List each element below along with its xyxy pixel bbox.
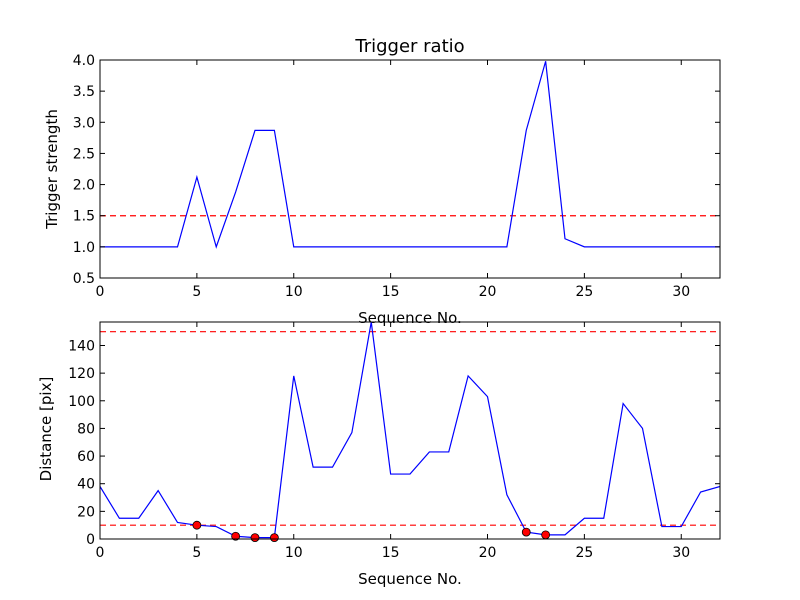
- x-tick-label: 5: [192, 284, 201, 300]
- axes-frame: [99, 321, 721, 540]
- y-axis-label: Trigger strength: [43, 109, 61, 230]
- y-tick-label: 100: [68, 394, 95, 410]
- trigger-ratio-chart: Trigger ratio 0 5 10 15 20 25 30 0.5 1.0 1.5 2.0 2.…: [43, 36, 721, 327]
- x-tick-label: 10: [285, 284, 303, 300]
- x-tick-label: 0: [96, 284, 105, 300]
- x-tick-label: 25: [575, 545, 593, 561]
- plot-area: 0 5 10 15 20 25 30 0 20 40 60 80 100 120 140: [68, 321, 721, 561]
- x-tick-label: 5: [192, 545, 201, 561]
- y-tick-label: 20: [77, 504, 95, 520]
- x-tick-label: 0: [96, 545, 105, 561]
- y-tick-label: 0: [86, 532, 95, 548]
- data-marker: [231, 531, 241, 541]
- x-tick-label: 15: [382, 284, 400, 300]
- data-marker: [192, 520, 202, 530]
- x-tick-label: 15: [382, 545, 400, 561]
- data-marker: [269, 533, 279, 543]
- plot-area: 0 5 10 15 20 25 30 0.5 1.0 1.5 2.0 2.5 3.0 3.5 4.0: [73, 53, 721, 300]
- y-tick-label: 2.0: [73, 178, 95, 194]
- x-tick-label: 20: [479, 284, 497, 300]
- y-tick-label: 40: [77, 477, 95, 493]
- x-tick-label: 10: [285, 545, 303, 561]
- x-tick-label: 20: [479, 545, 497, 561]
- y-tick-label: 2.5: [73, 146, 95, 162]
- y-tick-label: 3.0: [73, 115, 95, 131]
- y-tick-label: 0.5: [73, 271, 95, 287]
- y-tick-label: 1.0: [73, 240, 95, 256]
- chart-title: Trigger ratio: [354, 36, 464, 57]
- y-axis-label: Distance [pix]: [37, 377, 55, 482]
- y-tick-label: 140: [68, 338, 95, 354]
- y-tick-label: 3.5: [73, 84, 95, 100]
- series-line-0: [100, 322, 720, 539]
- y-tick-label: 4.0: [73, 53, 95, 69]
- x-axis-label: Sequence No.: [358, 570, 462, 588]
- y-tick-label: 1.5: [73, 209, 95, 225]
- series-line-0: [100, 61, 720, 249]
- y-tick-label: 80: [77, 421, 95, 437]
- y-tick-label: 120: [68, 366, 95, 382]
- x-tick-label: 30: [672, 284, 690, 300]
- x-tick-label: 30: [672, 545, 690, 561]
- x-tick-label: 25: [575, 284, 593, 300]
- distance-chart: 0 5 10 15 20 25 30 0 20 40 60 80 100 120 140 Sequence …: [37, 321, 721, 588]
- data-marker: [541, 530, 551, 540]
- data-marker: [521, 527, 531, 537]
- y-tick-label: 60: [77, 449, 95, 465]
- axes-frame: [99, 59, 721, 279]
- data-marker: [250, 533, 260, 543]
- x-axis-label: Sequence No.: [358, 309, 462, 327]
